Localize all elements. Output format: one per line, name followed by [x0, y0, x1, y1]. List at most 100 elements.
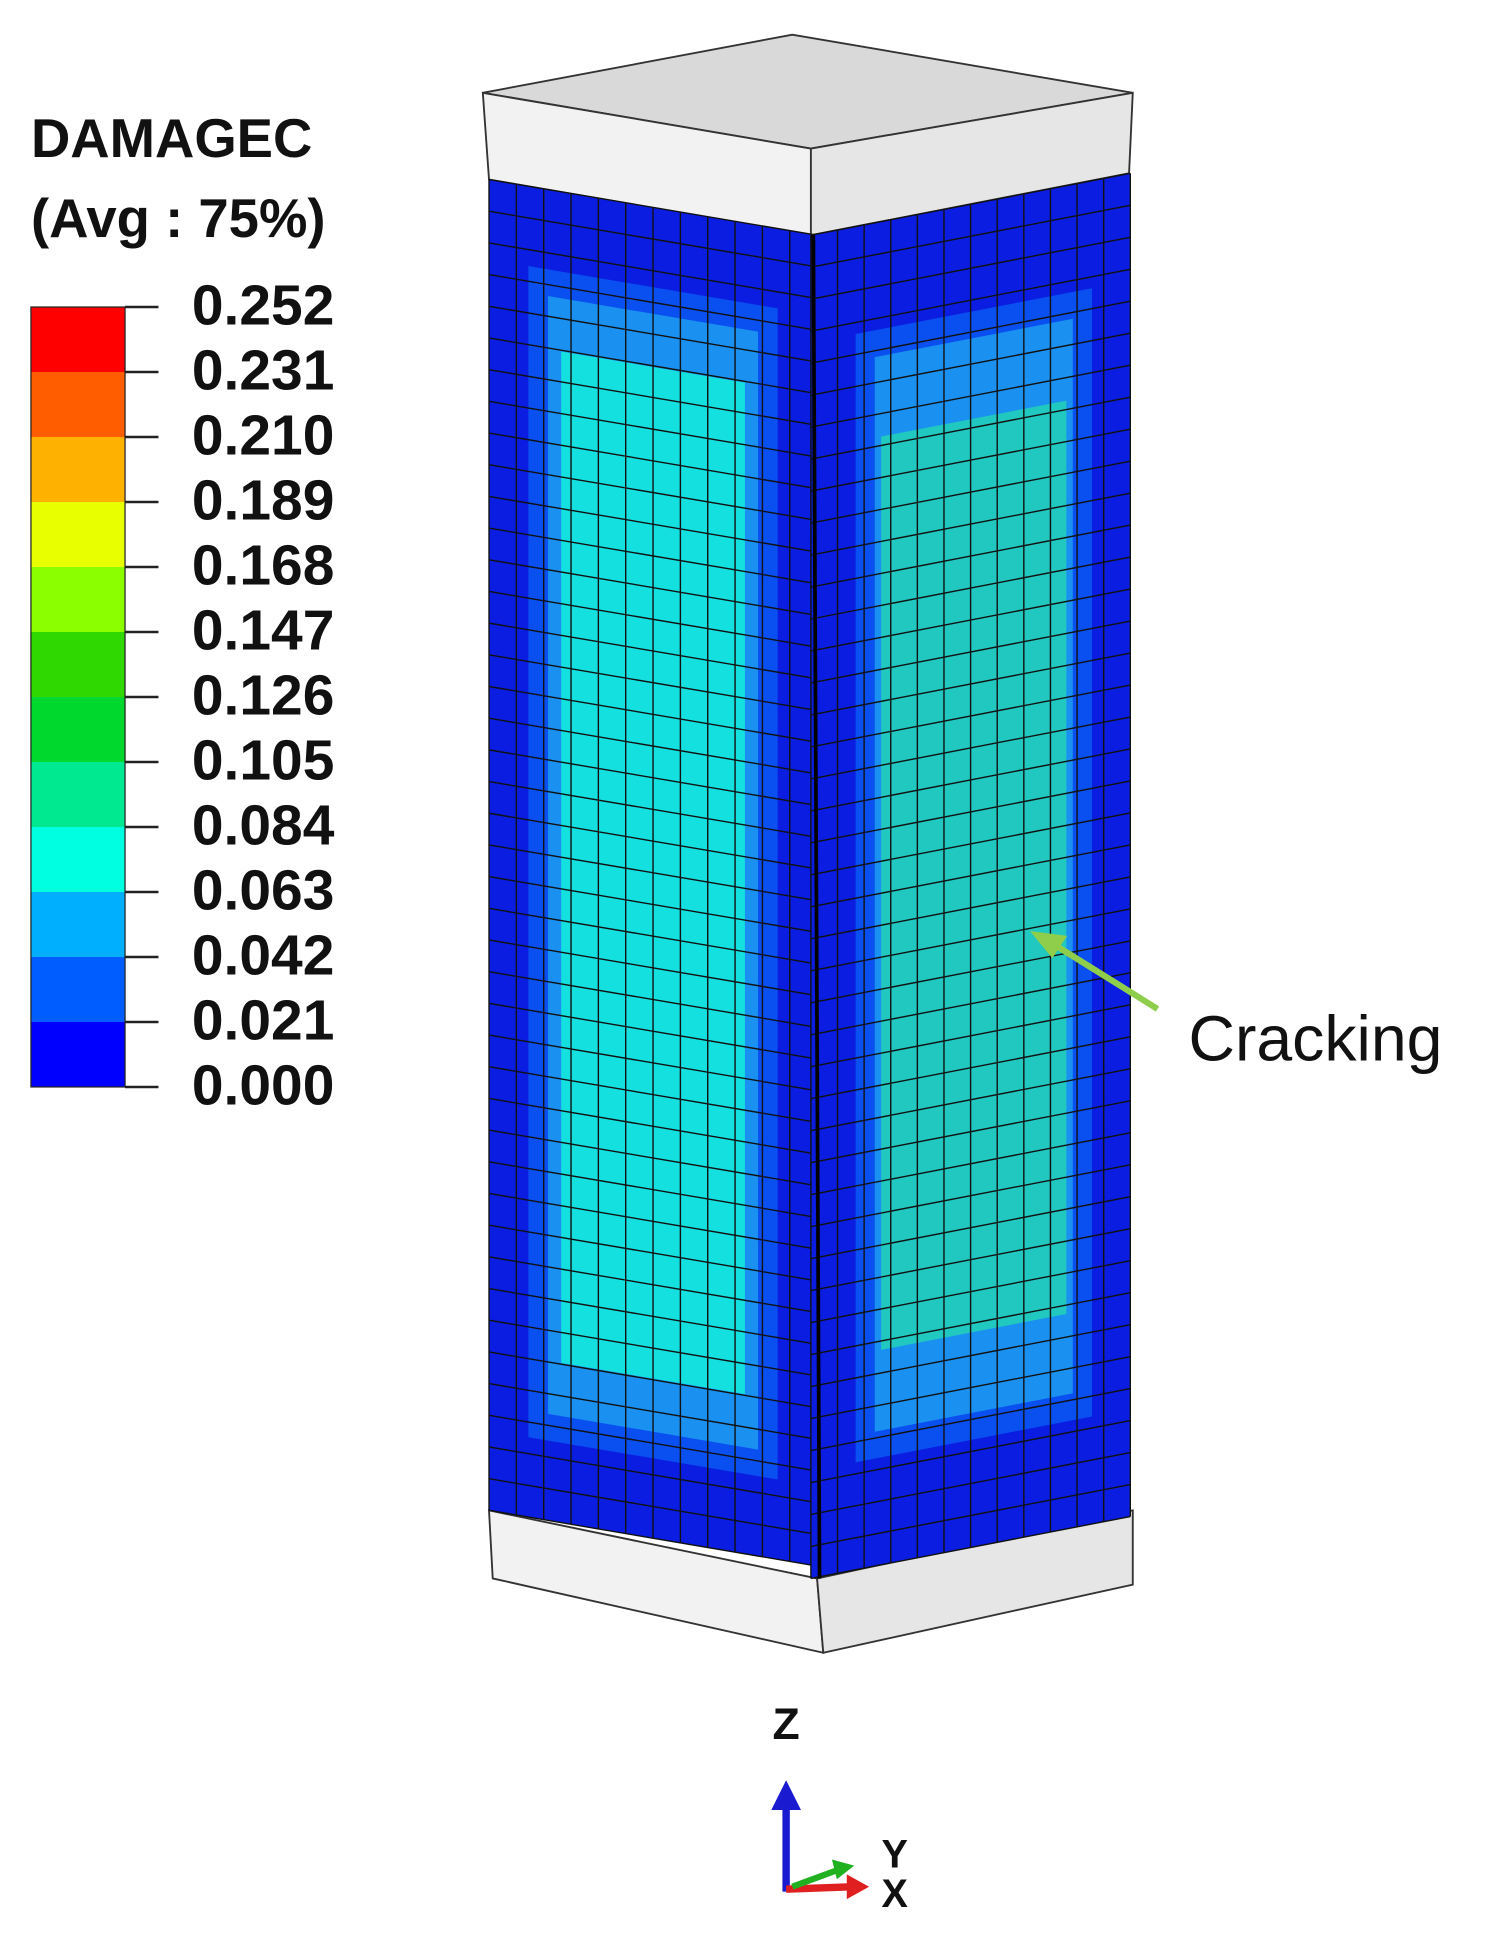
mesh-line [811, 1293, 1130, 1355]
column-edge [811, 235, 822, 1579]
mesh-line [811, 845, 1130, 907]
legend-swatch [30, 437, 126, 503]
left-face [489, 180, 817, 1567]
mesh-line [489, 370, 817, 426]
mesh-line [811, 525, 1130, 587]
mesh-line [489, 718, 817, 774]
mesh-line [811, 1229, 1130, 1291]
legend-swatch [30, 956, 126, 1022]
mesh-line [811, 461, 1130, 523]
legend-label: 0.021 [192, 988, 334, 1052]
legend-swatch [30, 761, 126, 827]
legend-label: 0.231 [192, 339, 334, 403]
mesh-line [811, 1037, 1130, 1099]
mesh-line [811, 205, 1130, 267]
mesh-line [811, 813, 1130, 875]
mesh-line [811, 1325, 1130, 1387]
legend-label: 0.189 [192, 469, 334, 533]
mesh-line [489, 591, 817, 647]
y-arrowhead [831, 1859, 855, 1880]
mesh-line [811, 1389, 1130, 1451]
mesh-line [811, 909, 1130, 971]
mesh-line [489, 1447, 817, 1503]
mesh-line [811, 653, 1130, 715]
legend-label: 0.042 [192, 923, 334, 987]
mesh-line [811, 685, 1130, 747]
legend-swatch [30, 696, 126, 762]
mesh-line [811, 397, 1130, 459]
mesh-line [489, 306, 817, 362]
axis-triad: Z Y X [771, 1700, 908, 1916]
legend-label: 0.168 [192, 534, 334, 598]
annotation-arrowhead [1030, 930, 1068, 959]
mesh-line [489, 1384, 817, 1440]
legend-label: 0.126 [192, 664, 334, 728]
mesh-line [811, 621, 1130, 683]
mesh-line [489, 845, 817, 901]
mesh-line [489, 1193, 817, 1249]
x-axis [785, 1883, 855, 1893]
mesh-line [811, 1421, 1130, 1483]
mesh-line [489, 243, 817, 299]
mesh-line [489, 1130, 817, 1186]
mesh-line [811, 557, 1130, 619]
mesh-line [489, 433, 817, 489]
mesh-line [811, 173, 1130, 235]
mesh-line [811, 1261, 1130, 1323]
legend-subtitle: (Avg : 75%) [31, 188, 326, 249]
mesh-line [489, 782, 817, 838]
mesh [811, 173, 1130, 1578]
mesh-line [811, 1101, 1130, 1163]
mesh-line [811, 877, 1130, 939]
mesh-line [811, 973, 1130, 1035]
legend-swatch [30, 826, 126, 892]
legend-label: 0.252 [192, 274, 334, 338]
mesh-line [489, 1320, 817, 1376]
mesh-line [811, 1357, 1130, 1419]
mesh-line [489, 972, 817, 1028]
mesh-line [489, 1479, 817, 1535]
mesh-line [489, 940, 817, 996]
mesh-line [811, 941, 1130, 1003]
legend-label: 0.147 [192, 599, 334, 663]
mesh-line [489, 528, 817, 584]
mesh-line [811, 1453, 1130, 1515]
column [481, 33, 1134, 1654]
legend-label: 0.084 [192, 794, 335, 858]
mesh-line [489, 560, 817, 616]
mesh-line [489, 1098, 817, 1154]
legend-swatch [30, 567, 126, 632]
mesh-line [811, 1485, 1130, 1547]
mesh-line [811, 589, 1130, 651]
mesh-line [811, 1133, 1130, 1195]
mesh-line [811, 1069, 1130, 1131]
mesh-line [489, 401, 817, 457]
mesh-line [489, 623, 817, 679]
mesh-line [811, 781, 1130, 843]
mesh-line [811, 493, 1130, 555]
legend-title: DAMAGEC [31, 108, 312, 169]
legend-swatch [30, 891, 126, 957]
mesh-line [489, 750, 817, 806]
mesh-line [811, 301, 1130, 363]
z-arrowhead [771, 1780, 801, 1810]
legend-swatch [30, 1021, 126, 1087]
y-axis [791, 1866, 841, 1890]
mesh-line [489, 655, 817, 711]
mesh-line [489, 465, 817, 521]
mesh-line [489, 1067, 817, 1123]
y-label: Y [881, 1832, 907, 1876]
mesh-line [811, 237, 1130, 299]
legend-label: 0.210 [192, 404, 334, 468]
mesh-line [489, 1352, 817, 1408]
mesh-line [811, 269, 1130, 331]
x-arrowhead [846, 1874, 870, 1900]
z-label: Z [773, 1700, 800, 1749]
legend: 0.2520.2310.2100.1890.1680.1470.1260.105… [30, 274, 335, 1117]
legend-swatch [30, 307, 126, 373]
mesh-line [489, 1415, 817, 1471]
mesh-line [811, 1197, 1130, 1259]
mesh-line [811, 1005, 1130, 1067]
mesh-line [489, 180, 817, 236]
